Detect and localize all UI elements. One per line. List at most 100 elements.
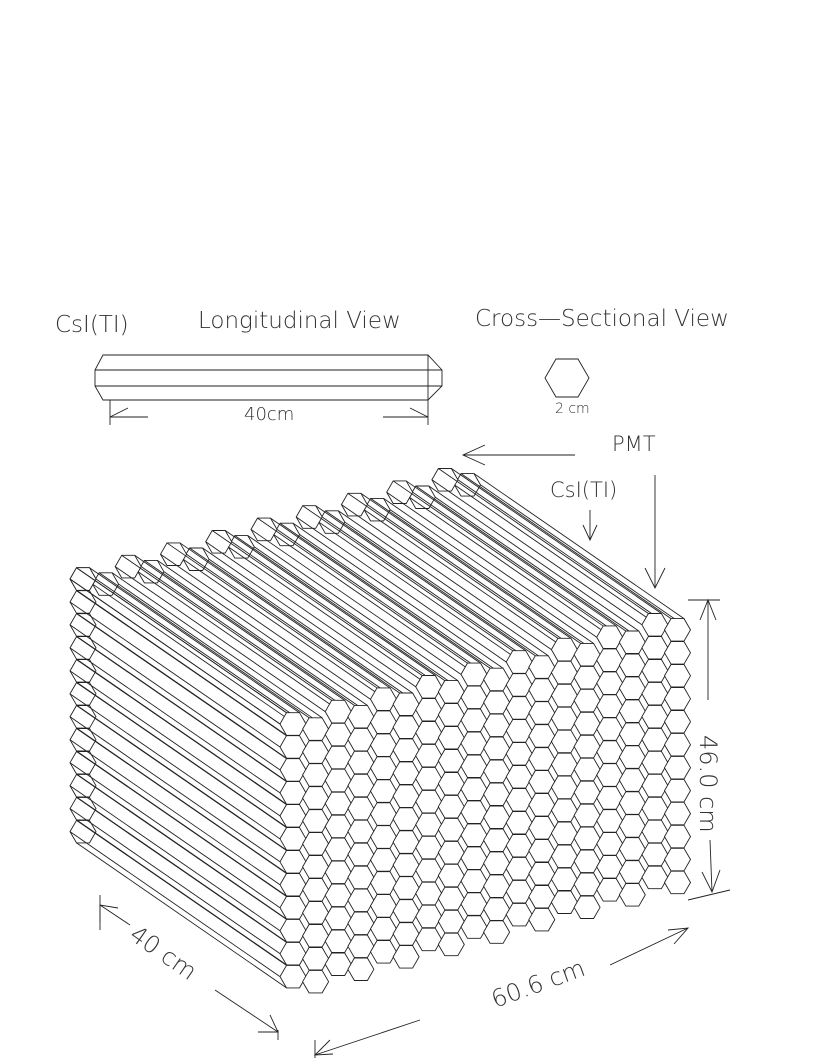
hexagon	[528, 655, 556, 679]
edge	[231, 541, 442, 688]
hexagon	[618, 699, 646, 723]
edge	[89, 567, 300, 714]
edge	[451, 468, 662, 614]
hexagon	[279, 918, 307, 943]
edge	[179, 542, 391, 689]
hexagon	[437, 817, 465, 842]
edge	[95, 578, 307, 725]
hexagon	[205, 530, 233, 554]
hexagon	[483, 759, 511, 784]
hexagon	[550, 660, 578, 685]
hexagon	[483, 690, 511, 715]
hexagon	[340, 492, 368, 517]
edge	[228, 546, 439, 693]
hexagon	[596, 671, 624, 695]
edge	[69, 716, 281, 863]
edge	[211, 530, 423, 676]
hexagon	[302, 924, 330, 948]
hexagon	[302, 740, 330, 764]
hexagon	[279, 941, 307, 966]
hexagon	[460, 754, 488, 778]
hexagon	[641, 681, 669, 706]
hexagon	[302, 855, 330, 879]
hexagon	[392, 761, 420, 785]
hexagon	[505, 811, 533, 835]
hexagon	[618, 676, 646, 700]
hexagon	[550, 706, 578, 731]
hexagon	[483, 897, 511, 921]
edge	[386, 491, 597, 638]
hexagon	[505, 788, 533, 812]
edge	[431, 479, 643, 626]
hexagon	[324, 929, 352, 953]
hexagon	[618, 791, 646, 815]
hexagon	[279, 781, 307, 805]
hexagon	[663, 687, 692, 711]
edge	[98, 572, 310, 719]
hexagon	[460, 685, 488, 710]
edge	[76, 567, 287, 714]
hexagon	[392, 876, 420, 900]
edge	[166, 542, 378, 689]
hexagon	[460, 846, 488, 870]
hexagon	[550, 752, 578, 777]
edge	[76, 636, 287, 783]
edge	[208, 558, 420, 705]
hexagon	[415, 812, 443, 837]
edge	[473, 473, 685, 619]
edge	[76, 797, 287, 943]
hexagon	[392, 692, 420, 716]
hexagon	[437, 680, 465, 704]
hexagon	[596, 809, 624, 833]
cross-hexagon	[544, 358, 590, 398]
hexagon	[528, 885, 556, 909]
hexagon	[528, 678, 556, 702]
hexagon	[369, 848, 398, 872]
hexagon	[279, 896, 307, 920]
hexagon	[596, 694, 624, 718]
hexagon	[437, 932, 465, 957]
edge	[69, 693, 281, 840]
hexagon	[324, 883, 352, 908]
edge	[186, 553, 397, 700]
hexagon	[369, 756, 398, 780]
edge	[137, 571, 349, 718]
edge	[69, 624, 281, 771]
hexagon	[573, 711, 601, 736]
hexagon	[302, 947, 330, 971]
hexagon	[347, 957, 375, 981]
hexagon	[505, 856, 533, 881]
crystal2-label: CsI(TI)	[550, 478, 617, 502]
hexagon	[324, 860, 352, 885]
edge	[428, 485, 640, 632]
hexagon	[369, 779, 398, 803]
hexagon	[392, 784, 420, 808]
hexagon	[369, 917, 398, 941]
edge	[76, 682, 287, 828]
hexagon	[483, 713, 511, 738]
hexagon	[663, 847, 692, 872]
edge	[134, 554, 345, 701]
edge	[76, 842, 287, 989]
hexagon	[347, 842, 375, 867]
edge	[383, 498, 594, 644]
hexagon	[618, 630, 646, 654]
hexagon	[505, 834, 533, 858]
hexagon	[663, 778, 692, 803]
hexagon	[663, 710, 692, 734]
hexagon	[528, 770, 556, 794]
edge	[460, 473, 672, 619]
hexagon	[302, 717, 330, 741]
edge	[315, 505, 526, 652]
hexagon	[505, 765, 533, 789]
hexagon	[641, 865, 669, 890]
edge	[76, 705, 287, 851]
pmt-label: PMT	[612, 432, 656, 456]
hexagon	[392, 853, 420, 877]
hexagon	[347, 865, 375, 890]
hexagon	[302, 832, 330, 856]
edge	[405, 480, 617, 627]
hexagon	[663, 641, 692, 665]
edge	[182, 558, 394, 705]
hexagon	[69, 819, 97, 844]
